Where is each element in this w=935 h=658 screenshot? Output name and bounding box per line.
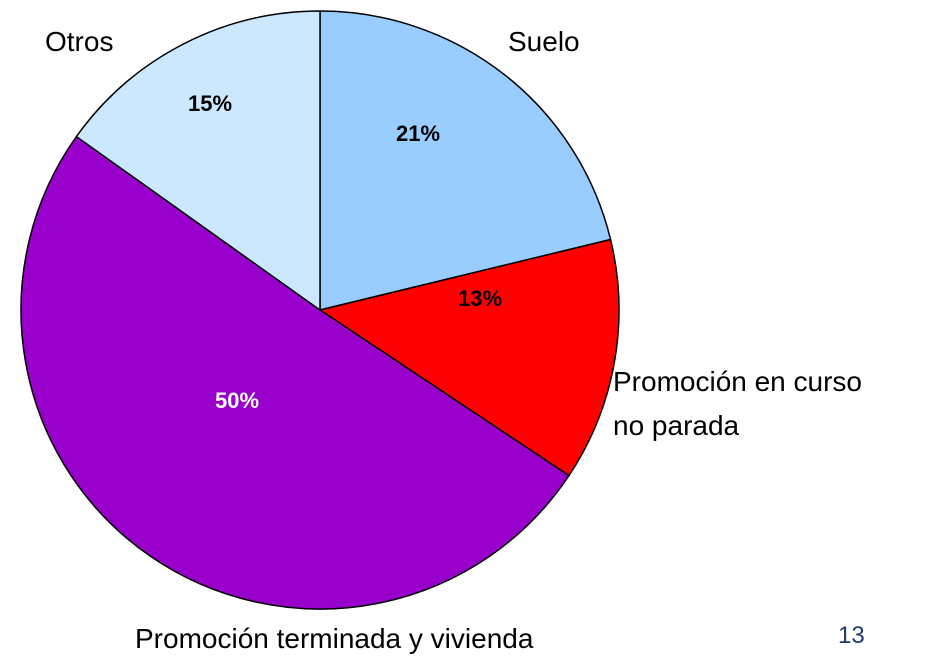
pie-slice: [20, 135, 570, 610]
category-label: Suelo: [508, 26, 580, 57]
category-label: Promoción en curso no parada: [613, 366, 863, 441]
value-label: 13%: [458, 286, 502, 311]
value-label: 50%: [215, 388, 259, 413]
page-number: 13: [838, 622, 865, 649]
pie-slice: [319, 10, 612, 311]
value-label: 21%: [396, 121, 440, 146]
pie-slice: [318, 238, 620, 477]
pie-slice: [75, 10, 321, 312]
category-label: Otros: [45, 26, 114, 57]
category-label: Promoción terminada y vivienda: [135, 623, 534, 654]
value-label: 15%: [188, 91, 232, 116]
